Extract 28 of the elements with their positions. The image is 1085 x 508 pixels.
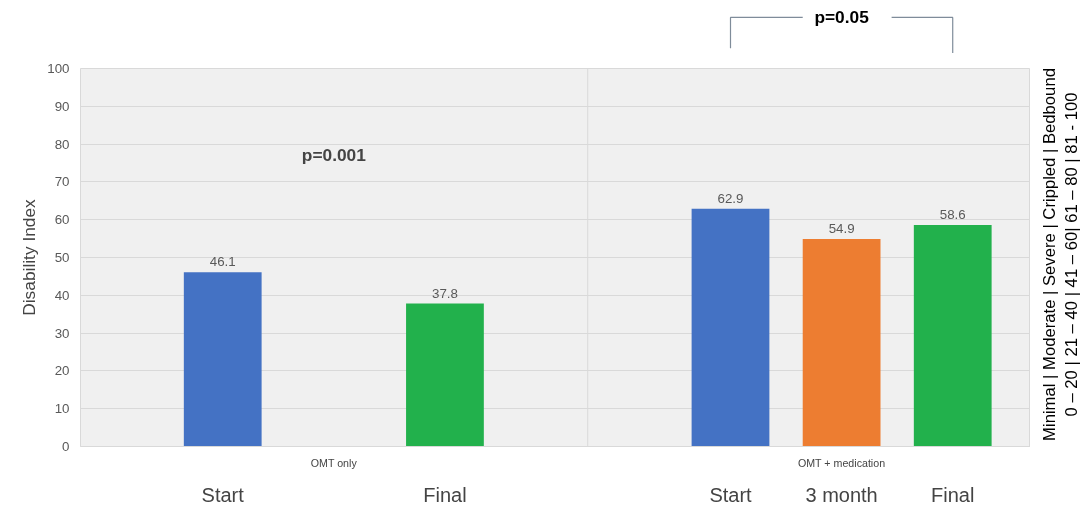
text: OMT only bbox=[310, 456, 358, 469]
data-label: 58.6 bbox=[939, 206, 966, 222]
y-axis-title: Disability Index bbox=[19, 198, 40, 316]
y-tick-label: 90 bbox=[54, 98, 70, 114]
y-tick-label: 0 bbox=[62, 439, 70, 454]
text: OMT + medication bbox=[797, 456, 886, 469]
data-label: 37.8 bbox=[431, 285, 458, 301]
x-tick-label: Final bbox=[423, 483, 467, 506]
y-tick-label: 60 bbox=[54, 212, 70, 228]
data-label: 62.9 bbox=[717, 190, 744, 206]
data-label: 54.9 bbox=[828, 220, 855, 236]
annotation: p=0.001 bbox=[301, 145, 367, 166]
x-tick-label: Start bbox=[709, 483, 753, 506]
x-tick-label: 3 month bbox=[805, 483, 878, 506]
y-tick-label: 70 bbox=[54, 174, 70, 190]
x-tick-label: Start bbox=[201, 483, 245, 506]
data-label: 46.1 bbox=[209, 254, 236, 270]
text: 0 – 20 | 21 – 40 | 41 – 60| 61 – 80 | 81 - 100 bbox=[1062, 92, 1082, 417]
text: p=0.05 bbox=[814, 7, 870, 28]
y-tick-label: 100 bbox=[47, 61, 70, 76]
text: Minimal | Moderate | Severe | Crippled | Bedbound bbox=[1040, 68, 1060, 441]
y-tick-label: 30 bbox=[54, 325, 70, 341]
x-tick-label: Final bbox=[931, 483, 975, 506]
y-tick-label: 10 bbox=[54, 401, 70, 417]
y-tick-label: 80 bbox=[54, 136, 70, 152]
y-tick-label: 40 bbox=[54, 287, 70, 303]
y-tick-label: 50 bbox=[54, 250, 70, 265]
y-tick-label: 20 bbox=[54, 363, 70, 379]
